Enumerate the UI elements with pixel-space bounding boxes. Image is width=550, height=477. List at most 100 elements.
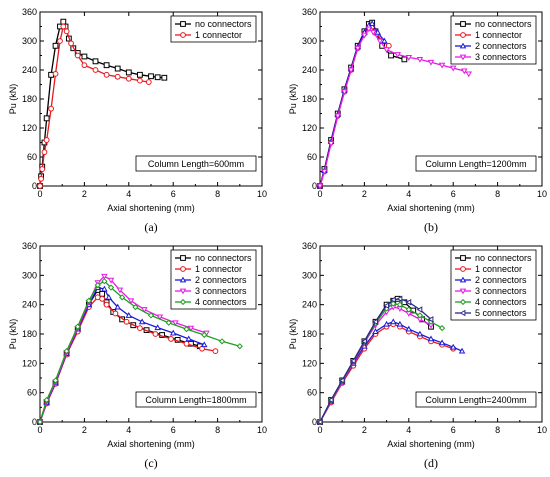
data-point bbox=[145, 79, 152, 85]
data-point bbox=[449, 65, 457, 72]
legend-marker bbox=[459, 309, 466, 317]
x-tick-label: 4 bbox=[126, 425, 131, 435]
data-point bbox=[388, 52, 394, 59]
data-point bbox=[361, 32, 368, 39]
y-tick-label: 180 bbox=[22, 329, 37, 339]
data-point bbox=[394, 52, 401, 58]
data-point bbox=[427, 335, 435, 342]
y-tick-label: 240 bbox=[302, 65, 317, 75]
data-point bbox=[383, 302, 390, 309]
x-tick-label: 6 bbox=[171, 189, 176, 199]
legend-entry: 2 connectors bbox=[475, 41, 527, 51]
y-tick-label: 120 bbox=[302, 123, 317, 133]
data-point bbox=[101, 273, 108, 280]
data-point bbox=[92, 58, 99, 65]
data-point bbox=[218, 338, 226, 345]
series-line bbox=[319, 21, 405, 187]
y-tick-label: 120 bbox=[22, 123, 37, 133]
y-tick-label: 240 bbox=[22, 65, 37, 75]
data-point bbox=[334, 113, 342, 120]
legend-entry: 1 connector bbox=[195, 264, 242, 274]
legend-marker bbox=[180, 21, 186, 27]
data-point bbox=[212, 348, 219, 355]
data-point bbox=[427, 59, 435, 66]
data-point bbox=[389, 296, 396, 304]
legend-marker bbox=[460, 32, 466, 38]
data-point bbox=[383, 47, 390, 54]
data-point bbox=[372, 318, 378, 326]
chart-panel-2: 0 2 4 6 8 10 0 60 120 180 240 300 360 Axial shortenin… bbox=[288, 7, 547, 234]
legend-entry: 3 connectors bbox=[475, 286, 527, 296]
data-point bbox=[48, 105, 54, 112]
x-tick-label: 4 bbox=[406, 189, 411, 199]
x-tick-label: 6 bbox=[451, 425, 456, 435]
series-2 bbox=[317, 23, 392, 189]
x-tick-label: 10 bbox=[537, 189, 547, 199]
data-point bbox=[165, 319, 172, 326]
legend-entry: no connectors bbox=[475, 253, 532, 263]
x-axis-label: Axial shortening (mm) bbox=[387, 203, 475, 213]
y-axis-label: Pu (kN) bbox=[288, 319, 298, 350]
data-point bbox=[354, 45, 361, 52]
legend-entry: no connectors bbox=[195, 19, 252, 29]
data-point bbox=[74, 52, 81, 59]
data-point bbox=[60, 23, 67, 30]
data-point bbox=[116, 287, 124, 294]
y-tick-label: 180 bbox=[302, 329, 317, 339]
annotation-text: Column Length=2400mm bbox=[425, 395, 526, 405]
x-axis-label: Axial shortening (mm) bbox=[387, 439, 475, 449]
x-tick-label: 8 bbox=[495, 425, 500, 435]
data-point bbox=[137, 71, 143, 78]
data-point bbox=[41, 149, 48, 156]
x-tick-label: 10 bbox=[257, 425, 267, 435]
data-point bbox=[349, 357, 356, 365]
data-point bbox=[416, 56, 424, 63]
data-point bbox=[438, 339, 446, 346]
legend-entry: 1 connector bbox=[195, 30, 242, 40]
data-point bbox=[316, 418, 323, 426]
data-point bbox=[327, 396, 334, 404]
data-point bbox=[368, 20, 376, 27]
panel-label: (c) bbox=[144, 456, 157, 470]
x-tick-label: 6 bbox=[171, 425, 176, 435]
y-tick-label: 60 bbox=[27, 152, 37, 162]
y-tick-label: 360 bbox=[302, 7, 317, 17]
data-point bbox=[43, 396, 50, 404]
data-point bbox=[396, 295, 403, 303]
data-point bbox=[405, 306, 412, 313]
data-point bbox=[416, 330, 424, 337]
legend-entry: 5 connectors bbox=[475, 308, 527, 318]
data-point bbox=[365, 26, 373, 33]
annotation: Column Length=1800mm bbox=[135, 391, 257, 408]
x-tick-label: 0 bbox=[37, 189, 42, 199]
data-point bbox=[43, 115, 50, 122]
data-point bbox=[114, 73, 121, 80]
data-point bbox=[372, 328, 379, 334]
x-tick-label: 0 bbox=[317, 189, 322, 199]
series-4 bbox=[316, 26, 472, 190]
annotation-box bbox=[415, 155, 537, 172]
data-point bbox=[148, 73, 154, 80]
data-point bbox=[74, 323, 81, 330]
data-point bbox=[185, 335, 192, 342]
legend-marker bbox=[459, 42, 467, 49]
series-line bbox=[39, 24, 149, 187]
legend-marker bbox=[180, 255, 186, 261]
data-point bbox=[105, 293, 113, 300]
y-axis-label: Pu (kN) bbox=[288, 84, 298, 115]
data-point bbox=[465, 71, 472, 78]
legend-marker bbox=[459, 298, 467, 306]
data-point bbox=[103, 301, 110, 308]
data-point bbox=[38, 175, 45, 182]
data-point bbox=[81, 53, 88, 60]
data-point bbox=[137, 77, 143, 84]
y-tick-label: 0 bbox=[32, 417, 37, 427]
data-point bbox=[63, 348, 70, 355]
data-point bbox=[381, 37, 388, 44]
data-point bbox=[101, 285, 108, 292]
x-tick-label: 2 bbox=[82, 425, 87, 435]
y-tick-label: 120 bbox=[302, 358, 317, 368]
